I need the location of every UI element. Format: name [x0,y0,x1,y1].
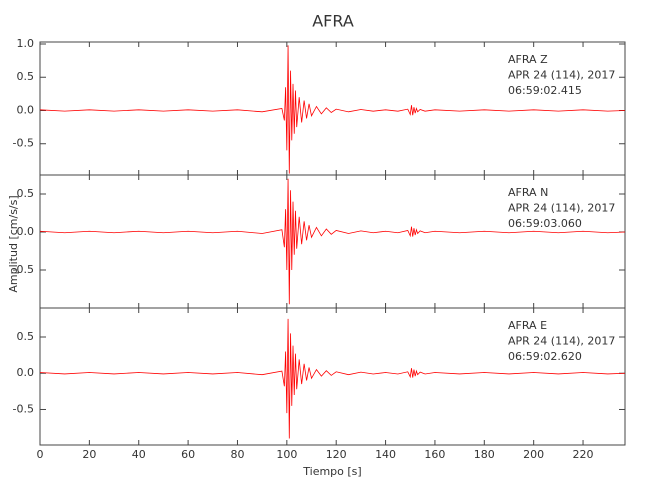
annotation: AFRA Z [508,53,548,66]
x-tick-label: 120 [326,448,347,461]
y-tick-label: -0.5 [13,137,34,150]
x-tick-label: 80 [230,448,244,461]
x-tick-label: 100 [276,448,297,461]
annotation: APR 24 (114), 2017 [508,335,615,348]
y-tick-label: 0.5 [17,330,35,343]
waveform [39,178,626,305]
annotation: 06:59:02.415 [508,84,582,97]
y-tick-label: 0.5 [17,70,35,83]
annotation: 06:59:02.620 [508,350,582,363]
annotation: APR 24 (114), 2017 [508,69,615,82]
annotation: AFRA E [508,319,547,332]
y-tick-label: 0.0 [17,225,35,238]
x-tick-label: 220 [573,448,594,461]
y-tick-label: 1.0 [17,37,35,50]
y-tick-label: 0.5 [17,187,35,200]
x-tick-label: 40 [132,448,146,461]
x-tick-label: 20 [82,448,96,461]
annotation: 06:59:03.060 [508,217,582,230]
x-tick-label: 160 [424,448,445,461]
waveform [39,318,626,439]
x-tick-label: 180 [474,448,495,461]
x-tick-label: 60 [181,448,195,461]
annotation: APR 24 (114), 2017 [508,202,615,215]
y-tick-label: 0.0 [17,103,35,116]
chart-title: AFRA [312,12,354,31]
panel-frame [39,307,626,446]
annotation: AFRA N [508,186,548,199]
x-tick-label: 200 [523,448,544,461]
y-tick-label: 0.0 [17,366,35,379]
x-tick-label: 140 [375,448,396,461]
y-tick-label: -0.5 [13,402,34,415]
x-axis-label: Tiempo [s] [302,465,361,478]
y-axis-label: Amplitud [cm/s/s] [7,195,20,292]
y-tick-label: -0.5 [13,263,34,276]
waveform [39,45,626,174]
x-tick-label: 0 [37,448,44,461]
